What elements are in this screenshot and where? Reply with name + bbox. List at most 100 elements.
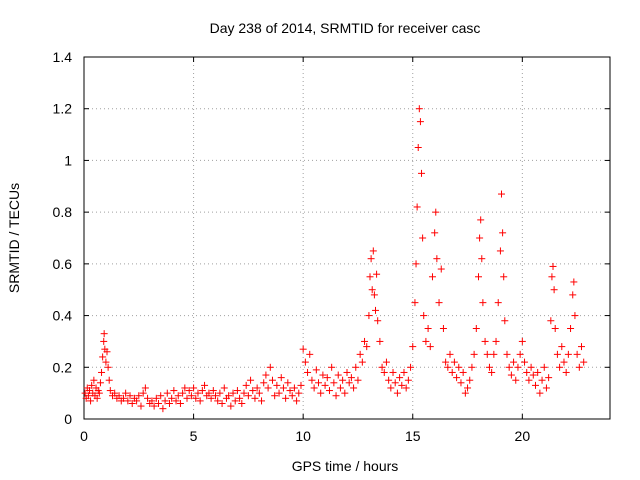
data-point (518, 337, 526, 345)
data-point (100, 337, 108, 345)
data-point (461, 389, 469, 397)
y-tick-label: 0.4 (53, 308, 73, 324)
data-point (84, 392, 92, 400)
data-point (102, 358, 110, 366)
data-point (190, 384, 198, 392)
data-point (433, 255, 441, 263)
data-point (126, 392, 134, 400)
data-point (573, 350, 581, 358)
data-point (358, 358, 366, 366)
data-point (106, 387, 114, 395)
data-point (475, 273, 482, 281)
data-point (304, 368, 312, 376)
data-point (510, 358, 518, 366)
data-point (371, 306, 379, 314)
data-point (321, 381, 329, 389)
data-point (286, 387, 294, 395)
data-point (531, 381, 539, 389)
data-point (139, 389, 147, 397)
data-point (415, 105, 423, 113)
data-point (176, 399, 184, 407)
data-point (299, 345, 307, 353)
grid-lines (84, 57, 610, 419)
data-point (478, 255, 486, 263)
data-point (498, 190, 506, 198)
data-point (275, 389, 283, 397)
axis-ticks: 0 5 10 15 20 0 0.2 0.4 0.6 0.8 1 1.2 1.4 (53, 49, 610, 444)
data-point (212, 392, 219, 400)
data-point (133, 397, 141, 405)
data-point (179, 389, 187, 397)
y-tick-label: 0.2 (53, 359, 73, 375)
data-point (567, 325, 575, 332)
data-point (439, 325, 447, 332)
data-point (255, 389, 263, 397)
data-point (100, 330, 108, 338)
data-point (251, 394, 259, 402)
data-point (137, 402, 145, 410)
data-point (525, 376, 533, 384)
data-point (319, 371, 327, 379)
data-point (481, 337, 489, 345)
data-point (194, 389, 202, 397)
data-point (352, 363, 360, 371)
y-tick-label: 1.2 (53, 101, 73, 117)
data-point (391, 379, 399, 387)
data-point (422, 337, 430, 345)
data-point (428, 273, 436, 281)
data-point (95, 389, 103, 397)
data-point (385, 376, 393, 384)
data-point (431, 229, 439, 237)
data-point (135, 392, 143, 400)
data-point (343, 368, 351, 376)
data-point (350, 384, 358, 392)
data-point (266, 363, 274, 371)
data-point (119, 394, 127, 402)
data-point (570, 278, 578, 286)
data-point (499, 229, 507, 237)
data-point (155, 399, 163, 407)
data-point (450, 358, 458, 366)
data-point (301, 358, 309, 366)
data-point (339, 376, 347, 384)
data-point (240, 389, 248, 397)
x-axis-title: GPS time / hours (292, 458, 399, 474)
data-point (205, 389, 213, 397)
data-point (336, 384, 344, 392)
data-point (279, 384, 287, 392)
data-point (144, 394, 152, 402)
data-point (268, 376, 276, 384)
data-point (361, 337, 369, 345)
data-point (328, 363, 336, 371)
data-point (103, 348, 111, 356)
data-point (479, 299, 487, 307)
data-point (516, 350, 524, 358)
data-point (233, 387, 241, 395)
x-tick-label: 10 (295, 428, 311, 444)
data-point (409, 343, 417, 351)
data-point (418, 169, 426, 177)
data-point (284, 379, 292, 387)
data-point (521, 358, 529, 366)
data-point (330, 379, 338, 387)
data-point (185, 387, 193, 395)
data-point (542, 384, 550, 392)
data-point (192, 394, 200, 402)
data-point (396, 374, 404, 382)
data-point (578, 343, 586, 351)
data-point (472, 325, 480, 332)
y-axis-title: SRMTID / TECUs (6, 183, 22, 293)
data-point (378, 363, 386, 371)
data-point (444, 363, 452, 371)
data-point (111, 389, 119, 397)
data-point (426, 343, 434, 351)
data-point (545, 374, 553, 382)
plot-frame (83, 56, 611, 420)
data-point (569, 291, 577, 299)
data-point (485, 363, 493, 371)
data-point (369, 247, 377, 255)
y-tick-label: 1 (64, 152, 72, 168)
data-point (293, 397, 301, 405)
data-point (501, 317, 509, 325)
data-point (446, 350, 454, 358)
